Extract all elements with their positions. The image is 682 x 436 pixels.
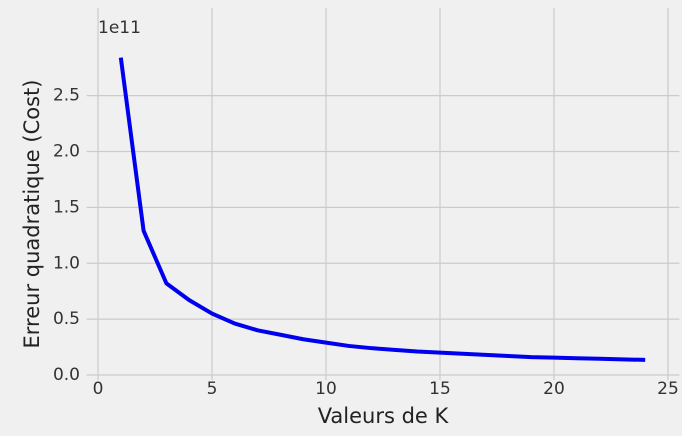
y-tick-label: 2.0	[53, 142, 80, 162]
y-axis-label: Erreur quadratique (Cost)	[20, 80, 44, 349]
x-tick-label: 15	[429, 379, 451, 399]
y-tick-label: 0.0	[53, 365, 80, 385]
x-tick-label: 10	[315, 379, 337, 399]
x-axis-label: Valeurs de K	[318, 404, 450, 428]
y-tick-label: 0.5	[53, 309, 80, 329]
offset-label: 1e11	[98, 18, 141, 38]
line	[118, 57, 646, 362]
y-tick-label: 1.5	[53, 197, 80, 217]
x-tick-label: 20	[543, 379, 565, 399]
y-tick-label: 1.0	[53, 253, 80, 273]
x-tick-label: 25	[657, 379, 679, 399]
y-tick-label: 2.5	[53, 86, 80, 106]
x-tick-label: 0	[93, 379, 104, 399]
x-tick-label: 5	[207, 379, 218, 399]
